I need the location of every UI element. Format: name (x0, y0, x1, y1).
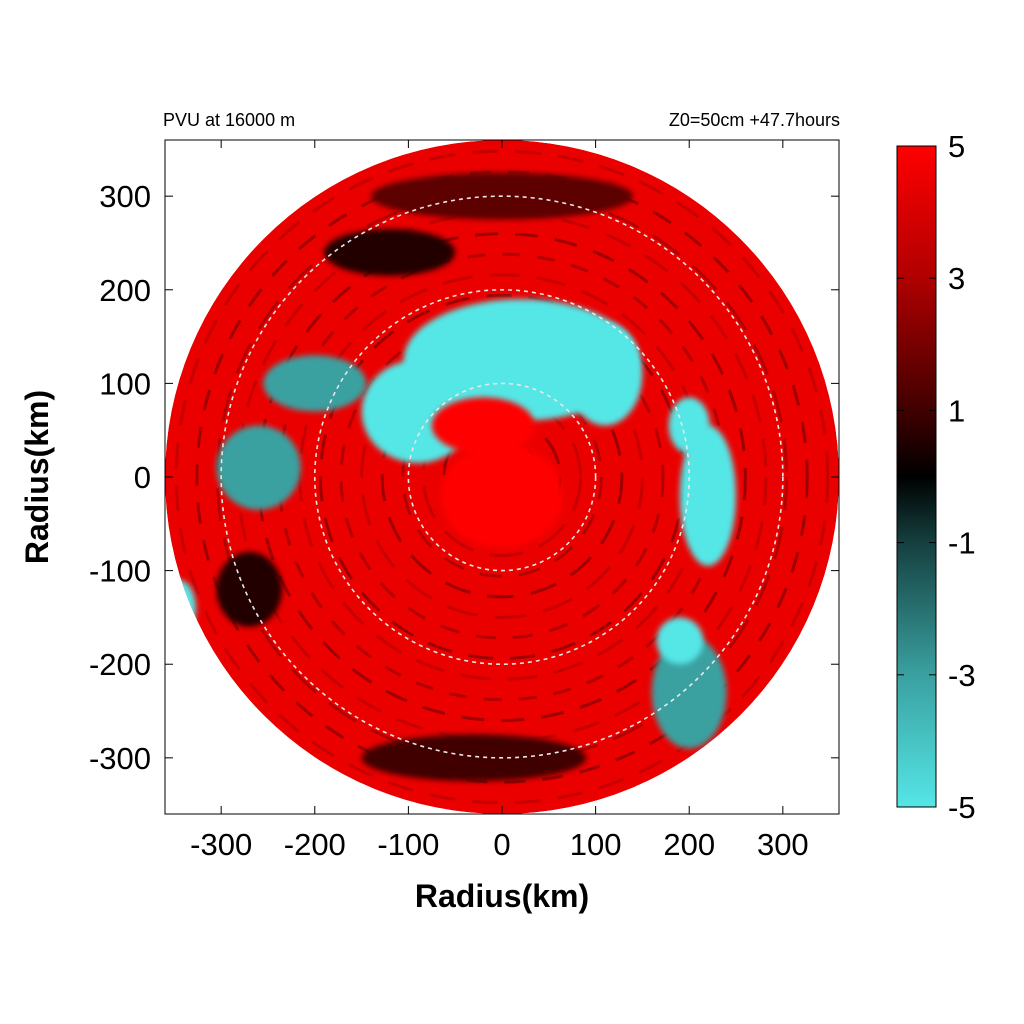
reference-circle (407, 382, 597, 572)
field-region (567, 322, 643, 426)
x-tick-label: 100 (570, 827, 622, 862)
y-tick-label: -300 (89, 741, 151, 776)
field-region (361, 734, 587, 782)
field-heatmap (165, 140, 839, 814)
field-region (216, 551, 283, 627)
colorbar-tick-label: 1 (948, 393, 965, 428)
reference-circles (220, 195, 784, 759)
field-region (165, 579, 196, 637)
y-axis: -300 -200 -100 0 100 200 300 (89, 179, 839, 776)
colorbar-ticks: 5 3 1 -1 -3 -5 (897, 129, 976, 825)
plot-area (165, 140, 839, 814)
x-tick-label: -100 (377, 827, 439, 862)
x-tick-label: 0 (493, 827, 510, 862)
colorbar: 5 3 1 -1 -3 -5 (896, 129, 976, 825)
field-band (380, 355, 624, 599)
y-tick-label: 300 (99, 179, 151, 214)
colorbar-tick-label: -3 (948, 658, 976, 693)
x-tick-label: -300 (190, 827, 252, 862)
x-tick-label: 200 (663, 827, 715, 862)
x-axis: -300 -200 -100 0 100 200 300 (190, 140, 809, 862)
field-band (442, 417, 562, 537)
field-band (401, 376, 603, 578)
reference-circle (220, 195, 784, 759)
y-axis-title: Radius(km) (19, 390, 55, 564)
field-region (668, 397, 710, 454)
field-region (679, 425, 737, 566)
title-left: PVU at 16000 m (163, 110, 295, 130)
field-band (174, 149, 830, 805)
colorbar-tick-label: -5 (948, 790, 976, 825)
colorbar-tick-label: 5 (948, 129, 965, 164)
y-tick-label: 0 (134, 460, 151, 495)
field-region (324, 228, 456, 276)
field-band (195, 170, 809, 784)
y-tick-label: -100 (89, 554, 151, 589)
y-tick-label: -200 (89, 647, 151, 682)
field-band (215, 190, 789, 764)
field-region (656, 617, 704, 665)
x-tick-label: -200 (284, 827, 346, 862)
x-tick-label: 300 (757, 827, 809, 862)
field-region (263, 355, 367, 412)
colorbar-tick-label: -1 (948, 526, 976, 561)
y-tick-label: 100 (99, 366, 151, 401)
field-region (651, 636, 727, 749)
reference-circle (313, 288, 691, 666)
field-region (431, 397, 535, 454)
field-region (441, 444, 563, 548)
colorbar-tick-label: 3 (948, 261, 965, 296)
x-axis-title: Radius(km) (415, 878, 589, 914)
field-region (216, 425, 301, 510)
colorbar-gradient-bar (896, 145, 937, 808)
title-right: Z0=50cm +47.7hours (669, 110, 840, 130)
y-tick-label: 200 (99, 273, 151, 308)
